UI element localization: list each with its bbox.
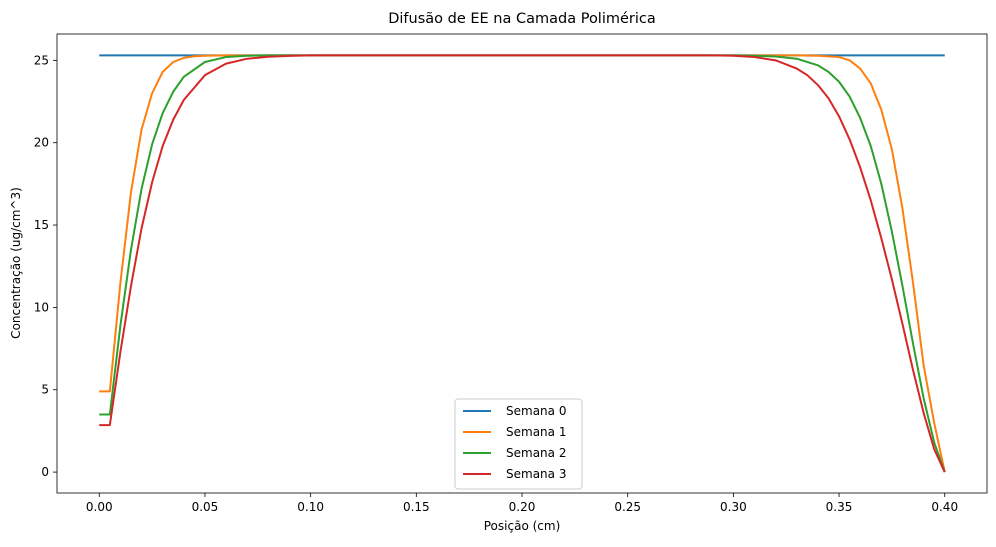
x-tick-label: 0.40	[931, 500, 958, 514]
x-tick-label: 0.05	[192, 500, 219, 514]
x-tick-label: 0.15	[403, 500, 430, 514]
legend-label: Semana 3	[506, 467, 566, 481]
y-tick-label: 5	[41, 383, 49, 397]
x-tick-label: 0.35	[826, 500, 853, 514]
x-axis-label: Posição (cm)	[484, 519, 561, 533]
y-tick-label: 15	[34, 218, 49, 232]
y-tick-label: 25	[34, 53, 49, 67]
series-layer	[99, 54, 946, 473]
legend-box	[454, 398, 583, 490]
legend-label: Semana 1	[506, 425, 566, 439]
x-tick-label: 0.25	[614, 500, 641, 514]
x-axis: 0.00 0.05 0.10 0.15 0.20 0.25 0.30 0.35 0.40	[86, 493, 958, 514]
y-tick-label: 10	[34, 300, 49, 314]
y-axis-label: Concentração (ug/cm^3)	[9, 187, 23, 339]
y-tick-label: 20	[34, 136, 49, 150]
x-tick-label: 0.30	[720, 500, 747, 514]
x-tick-label: 0.20	[509, 500, 536, 514]
legend: Semana 0 Semana 1 Semana 2 Semana 3	[454, 398, 583, 490]
x-tick-label: 0.00	[86, 500, 113, 514]
y-axis: 0 5 10 15 20 25	[34, 53, 57, 479]
x-tick-label: 0.10	[297, 500, 324, 514]
y-tick-label: 0	[41, 465, 49, 479]
chart-title: Difusão de EE na Camada Polimérica	[388, 11, 656, 27]
series-line-semana-3	[99, 54, 946, 473]
legend-label: Semana 2	[506, 446, 566, 460]
legend-label: Semana 0	[506, 404, 566, 418]
